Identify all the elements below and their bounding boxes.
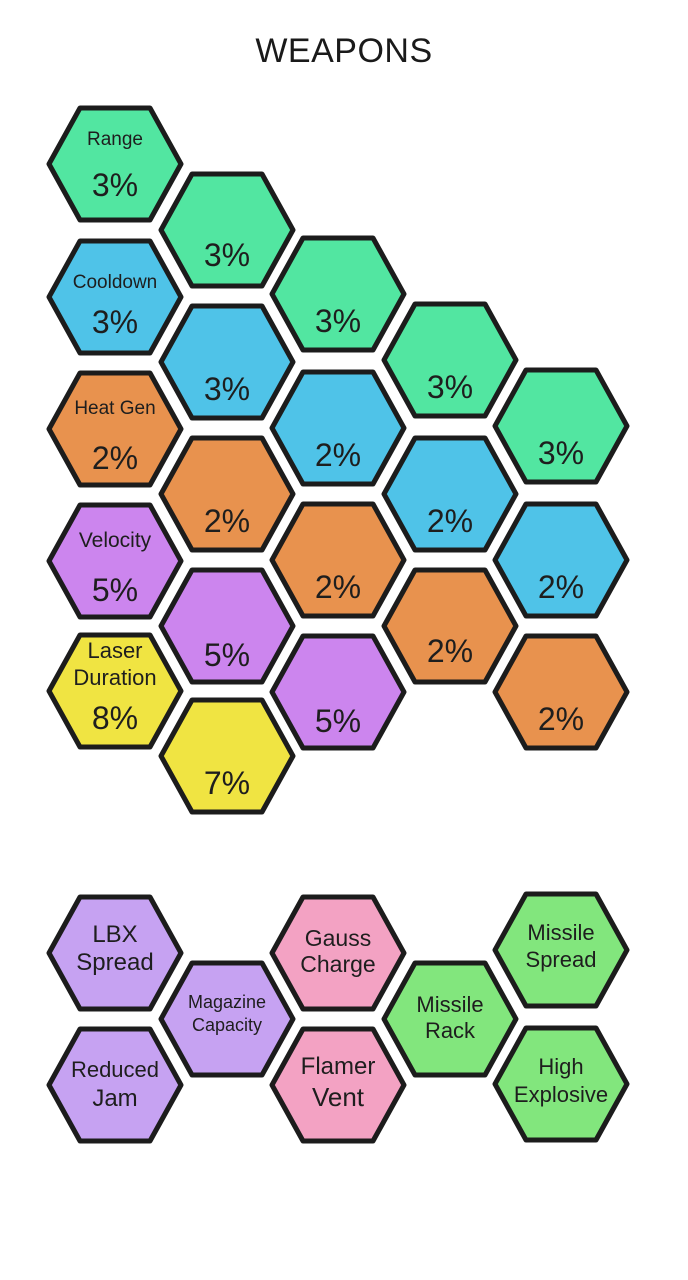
hex-label: Range (87, 129, 143, 150)
hex-cooldown-5[interactable]: 2% (491, 500, 631, 620)
hex-line1: Flamer (300, 1053, 376, 1080)
hex-value: 2% (537, 569, 585, 605)
hex-velocity-2[interactable]: 5% (157, 566, 297, 686)
hex-cooldown-4[interactable]: 2% (380, 434, 520, 554)
hex-value: 3% (203, 371, 251, 407)
hex-shape (46, 105, 184, 223)
hex-cooldown-1[interactable]: Cooldown 3% (45, 237, 185, 357)
hex-line2: Jam (92, 1085, 138, 1112)
hex-reduced-jam[interactable]: Reduced Jam (45, 1025, 185, 1145)
hex-shape (381, 567, 519, 685)
hex-line2: Explosive (513, 1082, 609, 1107)
hex-value: 3% (203, 237, 251, 273)
hex-lbx-spread[interactable]: LBX Spread (45, 893, 185, 1013)
hex-label-line1: Laser (87, 638, 143, 663)
hex-shape (492, 1025, 630, 1143)
hex-range-5[interactable]: 3% (491, 366, 631, 486)
page-title: WEAPONS (255, 32, 433, 70)
hex-heat-gen-2[interactable]: 2% (157, 434, 297, 554)
hex-velocity-3[interactable]: 5% (268, 632, 408, 752)
hex-line2: Vent (311, 1082, 365, 1112)
hex-cooldown-3[interactable]: 2% (268, 368, 408, 488)
hex-shape (158, 960, 296, 1078)
hex-value: 2% (314, 569, 362, 605)
hex-value: 5% (203, 637, 251, 673)
hex-label: Heat Gen (74, 398, 156, 419)
hex-shape (46, 502, 184, 620)
hex-value: 2% (314, 437, 362, 473)
hex-shape (46, 894, 184, 1012)
hex-range-2[interactable]: 3% (157, 170, 297, 290)
hex-shape (269, 235, 407, 353)
hex-value: 2% (426, 633, 474, 669)
hex-value: 5% (91, 572, 139, 608)
hex-value: 3% (91, 167, 139, 203)
hex-line1: Gauss (304, 925, 372, 951)
hex-line1: Missile (527, 920, 595, 945)
hex-value: 3% (426, 369, 474, 405)
hex-shape (492, 501, 630, 619)
hex-heat-gen-5[interactable]: 2% (491, 632, 631, 752)
hex-shape (158, 567, 296, 685)
hex-value: 2% (537, 701, 585, 737)
hex-shape (381, 960, 519, 1078)
hex-line2: Capacity (191, 1015, 263, 1035)
hex-shape (269, 633, 407, 751)
hex-shape (381, 435, 519, 553)
hex-line2: Spread (76, 949, 154, 976)
hex-shape (269, 894, 407, 1012)
hex-shape (158, 171, 296, 289)
hex-heat-gen-3[interactable]: 2% (268, 500, 408, 620)
hex-laser-duration-2[interactable]: 7% (157, 696, 297, 816)
hex-magazine-capacity[interactable]: Magazine Capacity (157, 959, 297, 1079)
hex-heat-gen-1[interactable]: Heat Gen 2% (45, 369, 185, 489)
hex-range-1[interactable]: Range 3% (45, 104, 185, 224)
hex-line2: Spread (525, 947, 597, 972)
hex-range-3[interactable]: 3% (268, 234, 408, 354)
hex-shape (46, 1026, 184, 1144)
hex-line2: Rack (424, 1018, 476, 1043)
hex-missile-rack[interactable]: Missile Rack (380, 959, 520, 1079)
hex-range-4[interactable]: 3% (380, 300, 520, 420)
hex-value: 2% (91, 440, 139, 476)
hex-shape (492, 633, 630, 751)
hex-high-explosive[interactable]: High Explosive (491, 1024, 631, 1144)
hex-velocity-1[interactable]: Velocity 5% (45, 501, 185, 621)
hex-line1: LBX (92, 921, 138, 948)
hex-laser-duration-1[interactable]: Laser Duration 8% (45, 631, 185, 751)
hex-line1: Magazine (187, 992, 267, 1012)
hex-value: 3% (314, 303, 362, 339)
hex-gauss-charge[interactable]: Gauss Charge (268, 893, 408, 1013)
hex-shape (381, 301, 519, 419)
hex-shape (46, 238, 184, 356)
hex-line1: High (538, 1054, 584, 1079)
hex-shape (269, 501, 407, 619)
hex-shape (492, 367, 630, 485)
hex-shape (158, 697, 296, 815)
hex-label: Velocity (78, 529, 152, 552)
hex-line1: Reduced (70, 1057, 160, 1082)
hex-flamer-vent[interactable]: Flamer Vent (268, 1025, 408, 1145)
hex-value: 2% (203, 503, 251, 539)
hex-shape (158, 303, 296, 421)
hex-shape (158, 435, 296, 553)
hex-shape (46, 632, 184, 750)
hex-label-line2: Duration (73, 665, 157, 690)
hex-value: 3% (537, 435, 585, 471)
hex-cooldown-2[interactable]: 3% (157, 302, 297, 422)
hex-shape (269, 369, 407, 487)
hex-missile-spread[interactable]: Missile Spread (491, 890, 631, 1010)
hex-value: 5% (314, 703, 362, 739)
hex-heat-gen-4[interactable]: 2% (380, 566, 520, 686)
hex-shape (492, 891, 630, 1009)
hex-value: 3% (91, 304, 139, 340)
hex-value: 7% (203, 765, 251, 801)
hex-shape (46, 370, 184, 488)
hex-value: 2% (426, 503, 474, 539)
hex-line2: Charge (300, 951, 376, 977)
hex-value: 8% (91, 700, 139, 736)
hex-shape (269, 1026, 407, 1144)
hex-line1: Missile (416, 992, 484, 1017)
hex-label: Cooldown (72, 272, 158, 293)
